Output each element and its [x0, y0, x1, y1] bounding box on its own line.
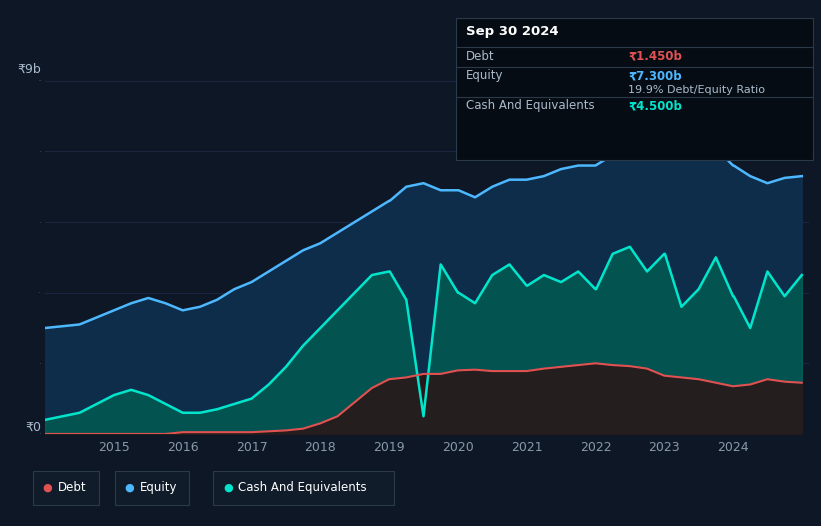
Text: Cash And Equivalents: Cash And Equivalents [466, 99, 594, 113]
Text: ₹0: ₹0 [25, 421, 41, 434]
Text: ₹7.300b: ₹7.300b [628, 69, 681, 83]
Text: ●: ● [43, 483, 53, 493]
Text: Debt: Debt [466, 50, 494, 63]
Text: ₹4.500b: ₹4.500b [628, 99, 682, 113]
Text: Sep 30 2024: Sep 30 2024 [466, 25, 558, 38]
Text: Equity: Equity [140, 481, 177, 494]
Text: Equity: Equity [466, 69, 503, 83]
Text: 19.9% Debt/Equity Ratio: 19.9% Debt/Equity Ratio [628, 85, 765, 95]
Text: ●: ● [223, 483, 233, 493]
Text: Cash And Equivalents: Cash And Equivalents [238, 481, 367, 494]
Text: ₹1.450b: ₹1.450b [628, 50, 682, 63]
Text: Debt: Debt [57, 481, 86, 494]
Text: ●: ● [125, 483, 135, 493]
Text: ₹9b: ₹9b [17, 63, 41, 76]
